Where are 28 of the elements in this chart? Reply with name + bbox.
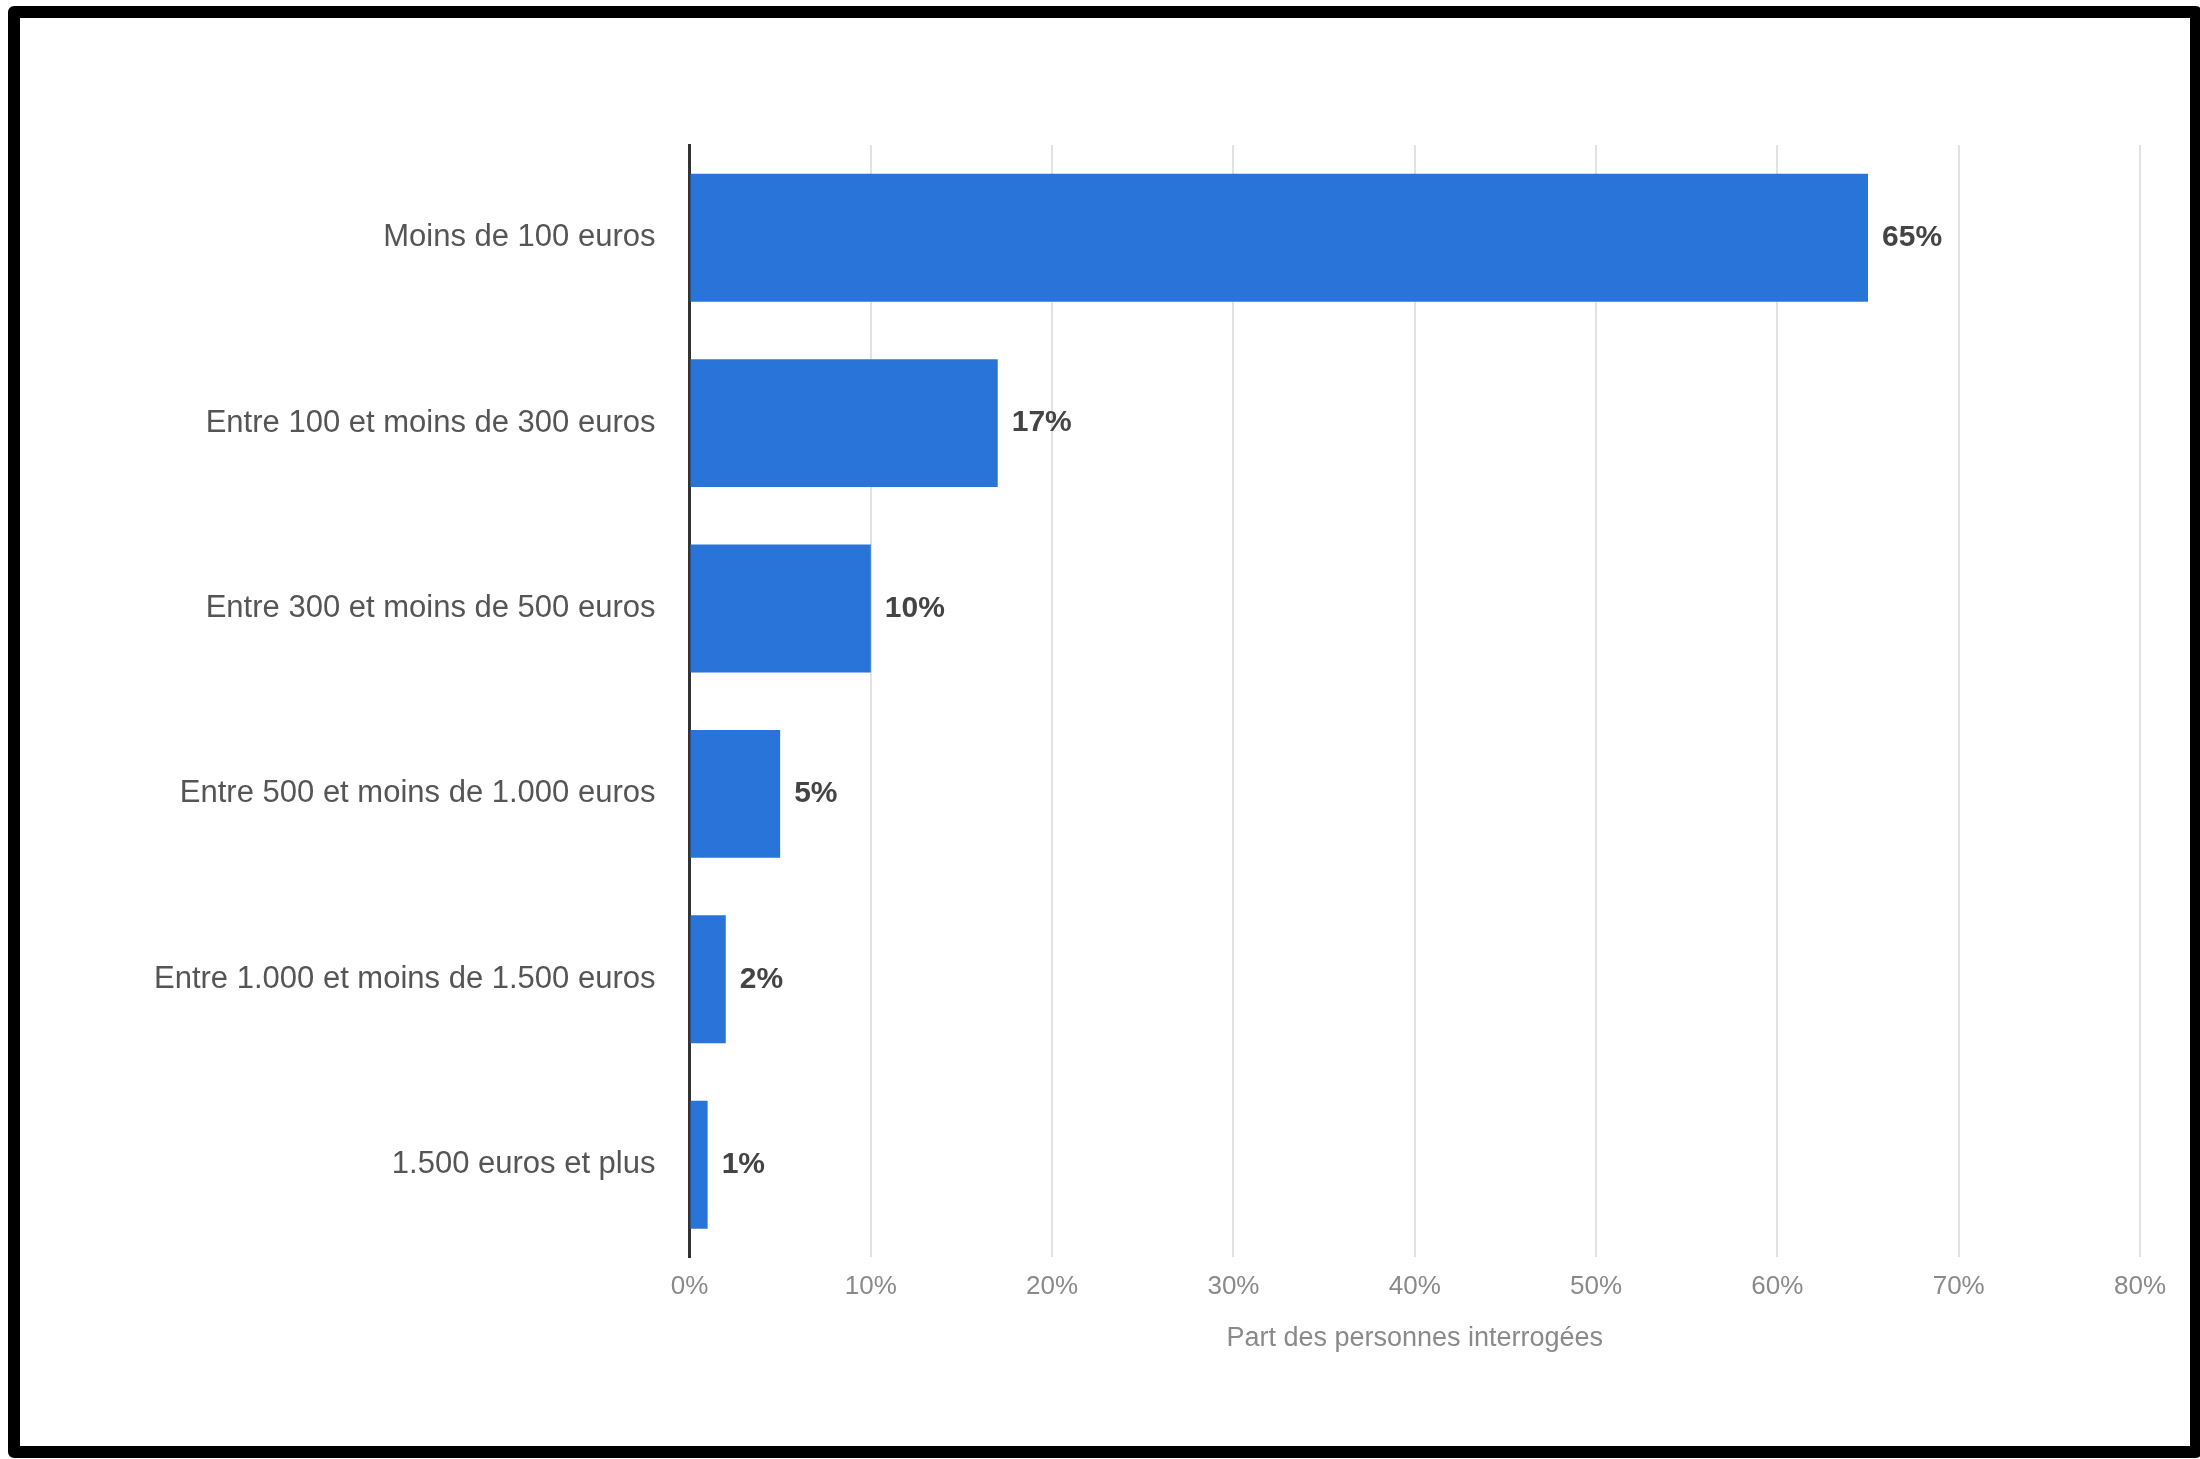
- y-tick-label: Entre 100 et moins de 300 euros: [205, 403, 656, 439]
- x-tick-label: 20%: [1026, 1270, 1079, 1301]
- bar: [690, 1100, 708, 1229]
- bar: [690, 173, 1869, 302]
- data-label: 65%: [1882, 218, 1943, 252]
- data-label: 5%: [794, 775, 838, 809]
- bar: [690, 544, 871, 673]
- x-tick-label: 0%: [670, 1270, 709, 1301]
- x-tick-label: 50%: [1570, 1270, 1623, 1301]
- x-tick-label: 30%: [1207, 1270, 1260, 1301]
- y-tick-label: Entre 500 et moins de 1.000 euros: [179, 774, 656, 810]
- x-axis-title: Part des personnes interrogées: [1226, 1322, 1604, 1353]
- bar: [690, 915, 726, 1044]
- data-label: 10%: [884, 589, 945, 623]
- y-tick-label: Entre 300 et moins de 500 euros: [205, 589, 656, 625]
- data-label: 2%: [739, 960, 784, 994]
- bar: [690, 359, 998, 488]
- y-tick-label: 1.500 euros et plus: [391, 1145, 656, 1181]
- x-tick-label: 60%: [1751, 1270, 1804, 1301]
- y-tick-label: Entre 1.000 et moins de 1.500 euros: [153, 959, 656, 995]
- x-tick-label: 40%: [1388, 1270, 1441, 1301]
- x-tick-label: 70%: [1932, 1270, 1985, 1301]
- x-tick-label: 10%: [844, 1270, 897, 1301]
- data-label: 1%: [721, 1145, 765, 1179]
- data-label: 17%: [1011, 404, 1072, 438]
- bar: [690, 729, 781, 858]
- x-tick-label: 80%: [2113, 1270, 2167, 1301]
- y-tick-label: Moins de 100 euros: [383, 218, 656, 254]
